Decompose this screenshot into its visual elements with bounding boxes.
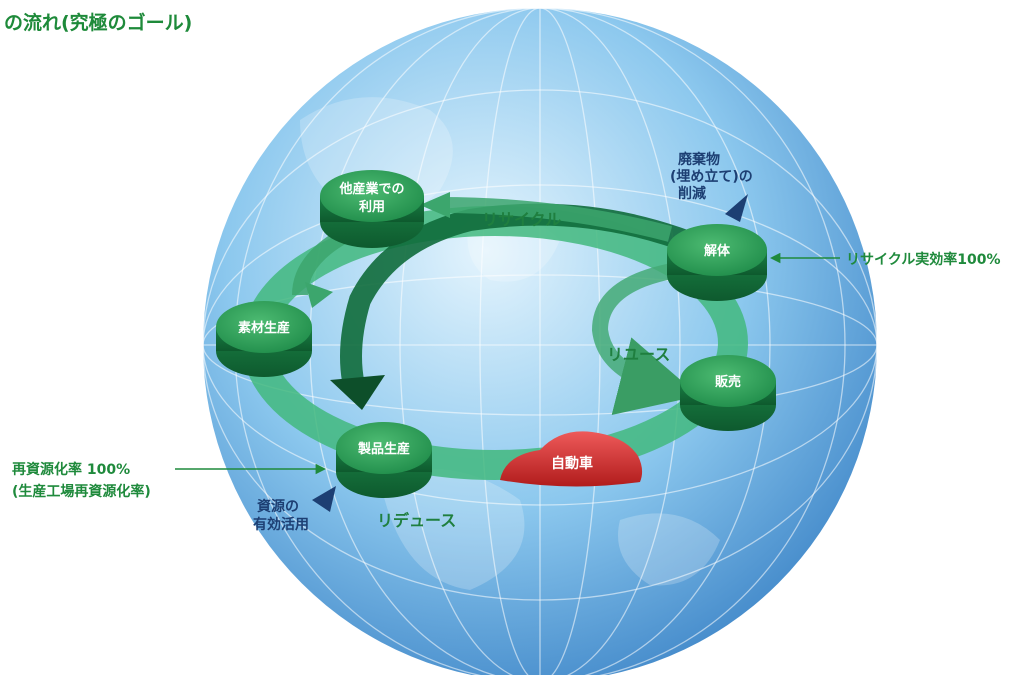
reduce-label: リデュース [377, 511, 456, 530]
waste-triangle-icon [725, 194, 748, 222]
resource-use-annotation: 資源の 有効活用 [253, 498, 309, 534]
resource-line1: 資源の [257, 499, 299, 515]
reuse-rate-line1: 再資源化率 100% [12, 462, 131, 478]
waste-reduction-annotation: 廃棄物 (埋め立て)の 削減 [670, 152, 753, 203]
waste-line3: 削減 [678, 186, 706, 202]
node-sales-label: 販売 [715, 374, 741, 390]
car-label: 自動車 [551, 455, 593, 472]
globe-grid [202, 7, 878, 675]
node-product-production: 製品生産 [336, 422, 432, 498]
recycle-label: リサイクル [482, 210, 561, 229]
waste-line1: 廃棄物 [678, 152, 720, 168]
node-other-industry-line2: 利用 [359, 199, 385, 215]
reuse-rate-annotation: 再資源化率 100% (生産工場再資源化率) [12, 459, 151, 503]
node-sales: 販売 [680, 355, 776, 431]
recycle-rate-annotation: リサイクル実効率100% [846, 252, 1001, 268]
car-shape: 自動車 [500, 431, 643, 487]
resource-triangle-icon [312, 486, 336, 512]
resource-line2: 有効活用 [253, 517, 309, 533]
recycle-arrowhead-down [330, 375, 385, 410]
node-other-industry: 他産業での 利用 [320, 170, 424, 248]
page-title: の流れ(究極のゴール) [4, 12, 193, 34]
waste-line2: (埋め立て)の [670, 169, 753, 185]
reuse-label: リユース [607, 345, 670, 364]
reuse-rate-line2: (生産工場再資源化率) [12, 484, 151, 500]
node-material-label: 素材生産 [238, 320, 290, 336]
node-dismantle-label: 解体 [703, 243, 731, 259]
node-material-production: 素材生産 [216, 301, 312, 377]
node-other-industry-line1: 他産業での [338, 181, 404, 197]
node-product-label: 製品生産 [357, 441, 410, 457]
node-dismantle: 解体 [667, 224, 767, 301]
